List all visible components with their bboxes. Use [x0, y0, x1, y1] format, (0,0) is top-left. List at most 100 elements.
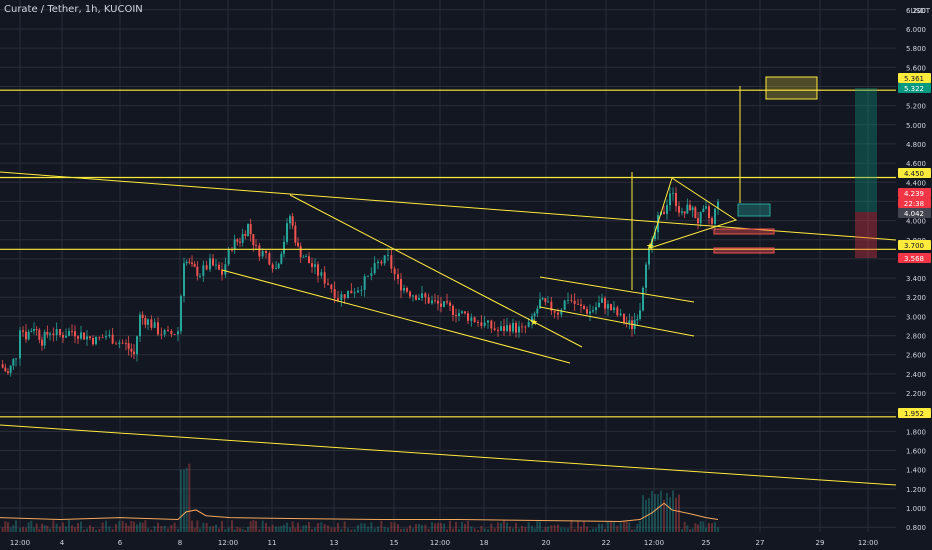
candle-body	[353, 292, 356, 294]
candle-body	[7, 371, 9, 373]
volume-bar	[9, 527, 12, 532]
volume-bar	[639, 520, 641, 532]
candle-body	[314, 264, 316, 267]
candle-body	[455, 315, 457, 316]
candle-body	[681, 211, 683, 213]
time-tick-label: 12:00	[644, 539, 664, 547]
time-tick-label: 12:00	[10, 539, 30, 547]
candle-body	[446, 301, 448, 303]
candle-body	[86, 336, 88, 340]
candle-body	[557, 312, 559, 315]
volume-bar	[215, 524, 217, 532]
price-tick-label: 3.400	[906, 275, 926, 283]
candle-body	[12, 359, 15, 366]
candle-body	[714, 208, 716, 224]
time-axis[interactable]: 12:00 4 6 8 12:00 11 13 15 12:00 18 20 22 12:00 25 27 2…	[10, 539, 878, 547]
volume-bar	[7, 522, 9, 532]
candle-body	[497, 329, 499, 331]
volume-bar	[633, 529, 636, 532]
volume-bar	[683, 521, 686, 532]
candle-body	[212, 258, 214, 266]
candle-body	[183, 263, 185, 296]
candle-body	[30, 330, 33, 332]
price-tick-label: 0.800	[906, 524, 926, 532]
candle-body	[258, 245, 261, 257]
candle-body	[663, 211, 665, 214]
drawing-tools[interactable]: ★★	[0, 76, 897, 486]
candle-body	[515, 323, 517, 333]
candle-body	[43, 331, 46, 346]
candle-body	[595, 307, 597, 311]
volume-bar	[25, 527, 27, 532]
volume-bar	[380, 520, 383, 532]
volume-bar	[560, 527, 563, 532]
candle-body	[337, 298, 339, 301]
candle-body	[80, 332, 82, 339]
volume-bar	[409, 525, 411, 532]
volume-bar	[573, 528, 576, 532]
candle-body	[628, 320, 631, 324]
candle-body	[74, 331, 76, 337]
candle-body	[9, 365, 12, 373]
candle-body	[531, 316, 533, 323]
volume-bar	[631, 529, 633, 532]
volume-bar	[521, 525, 523, 532]
volume-bar	[252, 520, 255, 532]
candle-body	[500, 326, 502, 331]
volume-bar	[249, 521, 252, 532]
volume-bar	[570, 520, 573, 532]
candle-body	[473, 317, 476, 322]
candle-body	[311, 263, 313, 267]
candle-body	[105, 336, 107, 338]
candle-body	[601, 298, 603, 303]
candle-body	[477, 321, 479, 323]
volume-bar	[4, 521, 7, 532]
price-label-text: 22:38	[904, 200, 924, 208]
volume-bar	[509, 526, 511, 532]
time-tick-label: 15	[390, 539, 399, 547]
candle-body	[705, 206, 707, 209]
price-tick-label: 1.600	[906, 448, 926, 456]
candle-body	[672, 193, 674, 194]
time-tick-label: 13	[330, 539, 339, 547]
volume-bar	[583, 521, 585, 532]
time-tick-label: 25	[702, 539, 711, 547]
price-axis-currency: USDT	[911, 7, 931, 15]
candle-body	[167, 330, 169, 332]
price-tick-label: 5.000	[906, 122, 926, 130]
candle-body	[360, 289, 363, 291]
price-label-text: 5.322	[904, 85, 924, 93]
volume-bar	[314, 527, 316, 532]
volume-bar	[550, 525, 553, 532]
volume-bar	[586, 526, 588, 532]
candle-body	[702, 208, 705, 213]
volume-bar	[412, 528, 414, 532]
volume-bar	[199, 528, 201, 532]
candle-body	[147, 319, 149, 325]
candle-body	[136, 336, 138, 355]
volume-bar	[387, 527, 389, 532]
price-label-text: 1.952	[904, 410, 924, 418]
candle-body	[461, 311, 463, 314]
star-marker: ★	[646, 242, 654, 252]
volume-bar	[557, 524, 559, 532]
candle-body	[150, 319, 153, 328]
time-tick-label: 4	[60, 539, 65, 547]
price-series[interactable]	[1, 186, 719, 532]
candle-body	[592, 310, 594, 312]
candle-body	[583, 305, 585, 309]
volume-bar	[524, 527, 527, 532]
volume-bar	[598, 523, 600, 532]
candle-body	[46, 331, 49, 335]
price-label-text: 3.568	[904, 255, 924, 263]
candle-body	[215, 264, 217, 266]
volume-bar	[227, 527, 230, 532]
candle-body	[297, 242, 299, 247]
candle-body	[521, 326, 523, 328]
volume-bar	[403, 528, 405, 532]
candle-body	[323, 272, 326, 284]
price-label-box	[898, 208, 931, 218]
chart-symbol-title[interactable]: Curate / Tether, 1h, KUCOIN	[4, 4, 143, 15]
volume-bar	[651, 490, 653, 532]
